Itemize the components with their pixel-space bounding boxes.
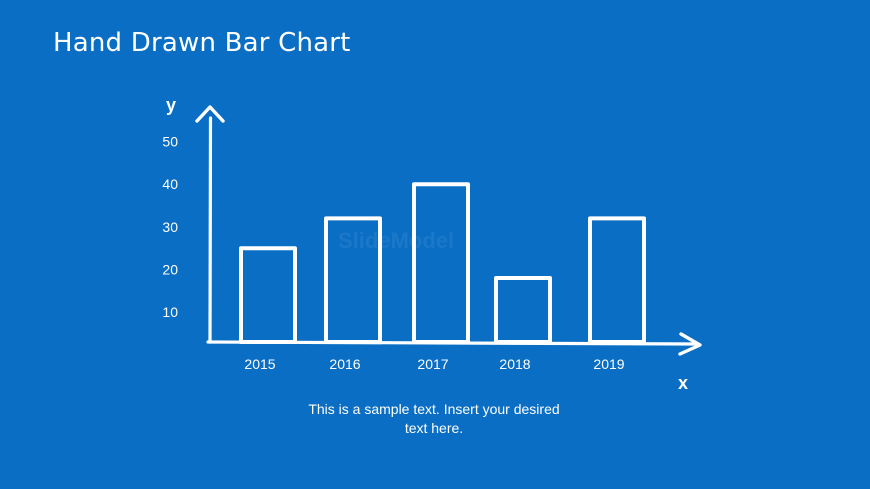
slide-title: Hand Drawn Bar Chart <box>53 28 351 58</box>
x-axis-arrowhead <box>678 332 702 356</box>
y-tick-label: 10 <box>162 304 178 320</box>
y-tick-label: 20 <box>162 262 178 278</box>
x-tick-label: 2017 <box>417 356 448 372</box>
bar <box>412 182 470 344</box>
chart-axes: y x <box>166 95 702 393</box>
bar <box>239 246 297 344</box>
y-axis-line <box>208 116 213 344</box>
y-tick-labels: 10 20 30 40 50 <box>162 134 178 321</box>
x-tick-labels: 2015 2016 2017 2018 2019 <box>244 356 624 372</box>
caption-text: This is a sample text. Insert your desir… <box>308 401 560 436</box>
x-axis-label: x <box>678 373 688 393</box>
y-tick-label: 30 <box>162 219 178 235</box>
bars <box>239 182 646 345</box>
x-tick-label: 2015 <box>244 356 275 372</box>
y-tick-label: 40 <box>162 176 178 192</box>
y-axis-label: y <box>166 95 176 115</box>
x-tick-label: 2018 <box>499 356 530 372</box>
watermark: SlideModel <box>338 228 455 253</box>
x-tick-label: 2016 <box>329 356 360 372</box>
bar <box>494 276 552 345</box>
bar <box>588 216 646 345</box>
x-tick-label: 2019 <box>593 356 624 372</box>
bar <box>324 216 382 345</box>
y-axis-arrowhead <box>195 105 225 123</box>
y-tick-label: 50 <box>162 134 178 150</box>
